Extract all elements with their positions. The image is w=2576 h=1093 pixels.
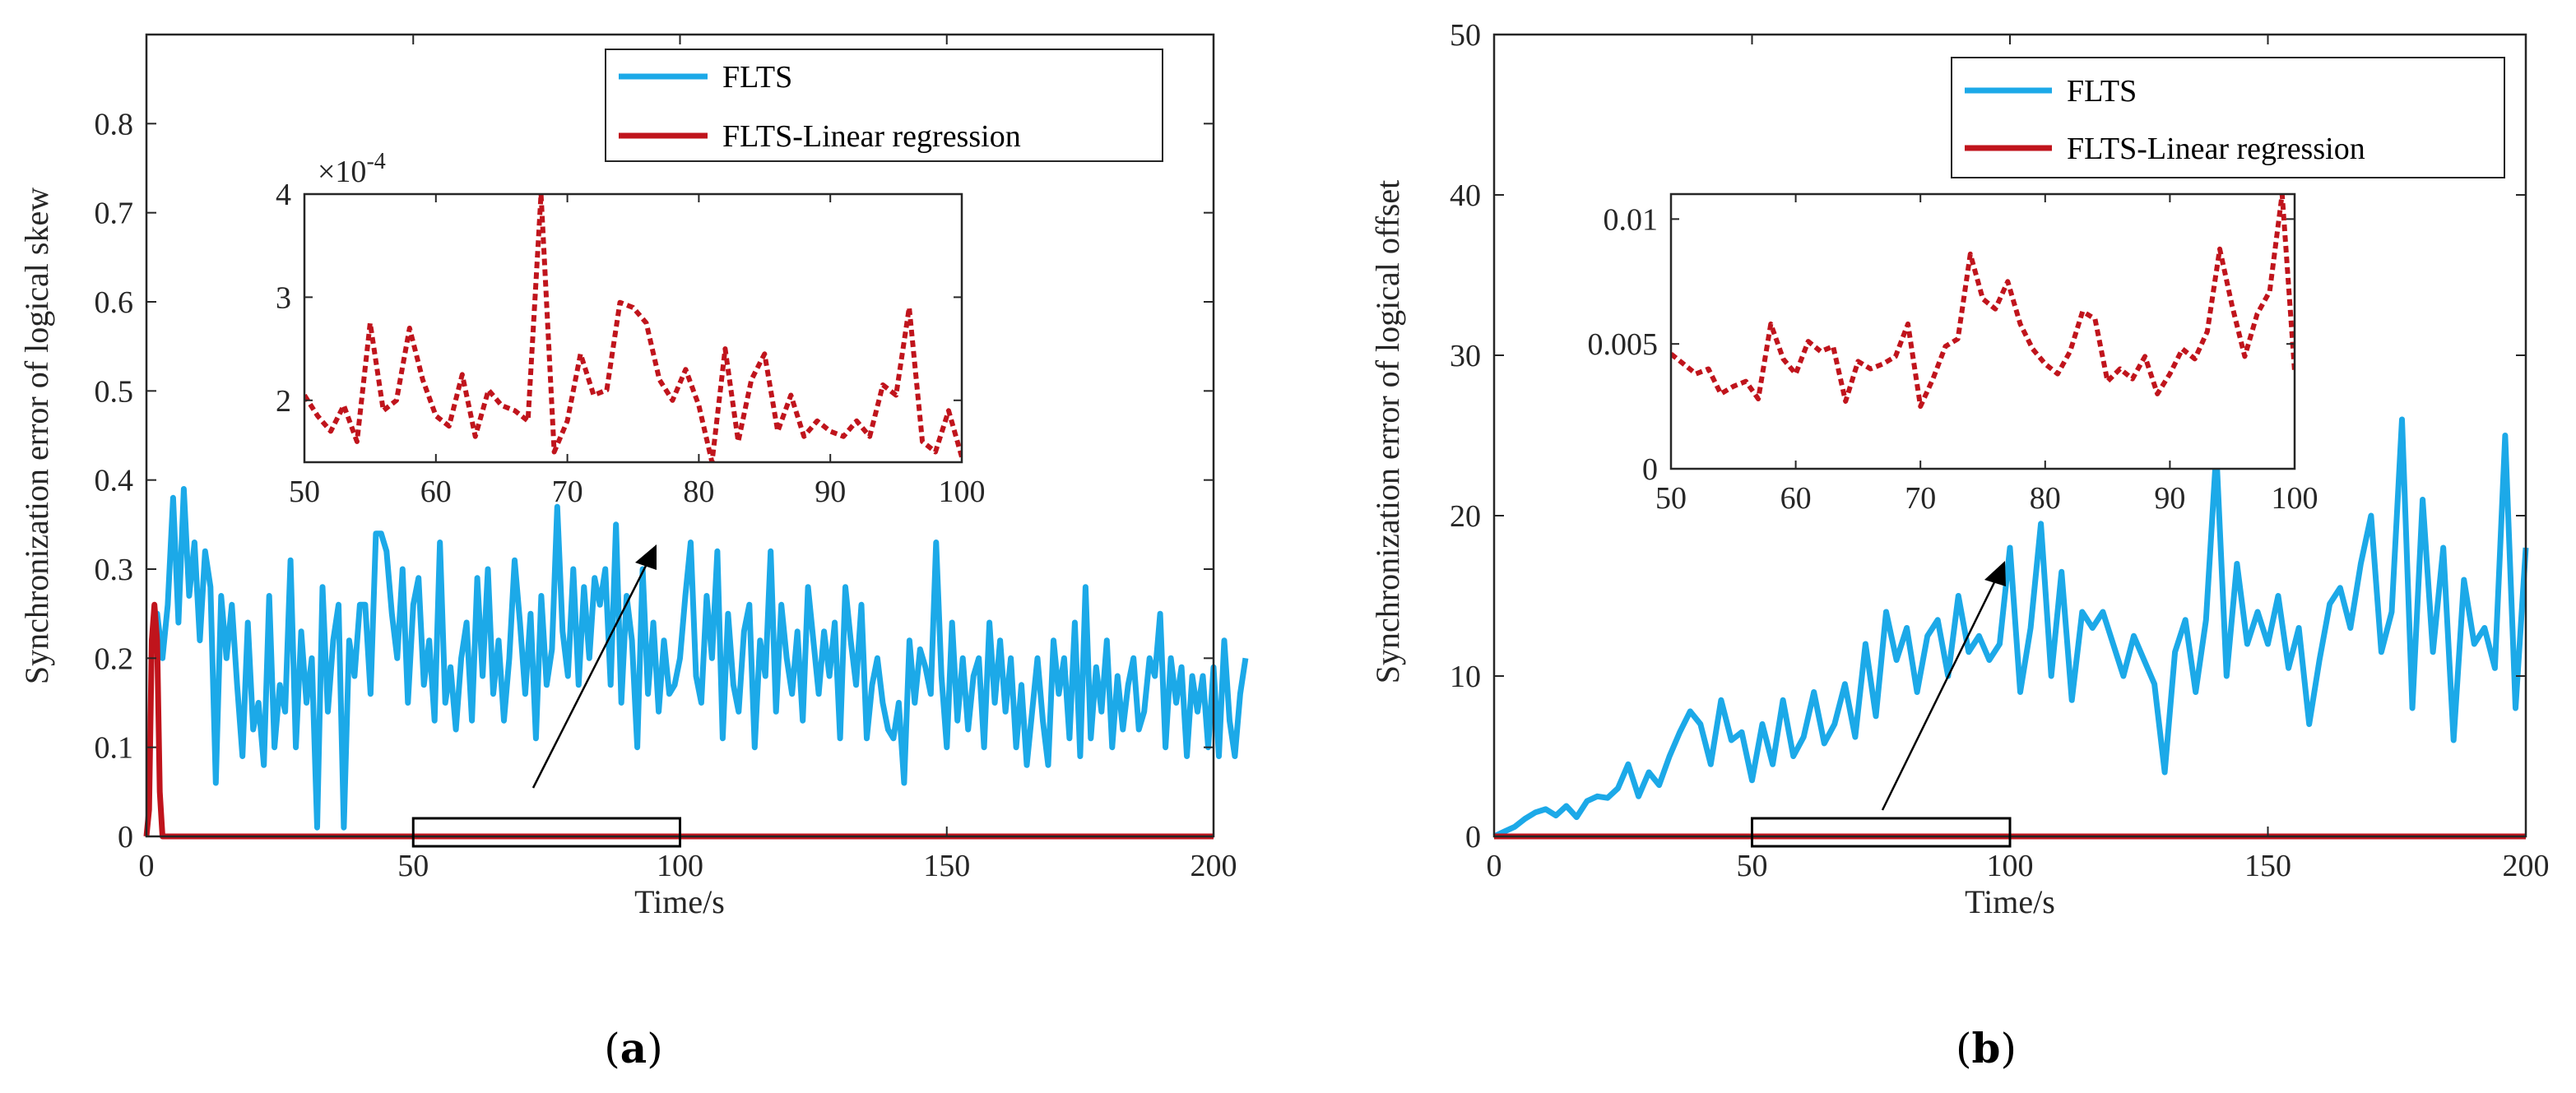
panel-b-caption-letter: b [1972, 1024, 2001, 1072]
panel-a-x-ticks: 0 50 100 150 200 [139, 35, 1237, 883]
panel-a-zoom-arrowhead [635, 544, 657, 570]
panel-b-inset-x-tick-label: 90 [2154, 481, 2185, 516]
panel-a-y-tick-label: 0.1 [95, 731, 134, 766]
panel-b-x-label: Time/s [1965, 883, 2055, 920]
panel-b-inset-y-tick-label: 0 [1642, 452, 1658, 487]
panel-a-inset-x-tick-label: 60 [420, 475, 452, 509]
panel-b-inset-x-tick-label: 100 [2272, 481, 2318, 516]
panel-a-legend-label-flts: FLTS [722, 60, 792, 95]
panel-a-y-tick-label: 0.2 [95, 641, 134, 676]
panel-a-y-tick-label: 0 [118, 820, 133, 854]
panel-b-x-ticks: 0 50 100 150 200 [1487, 35, 2550, 883]
panel-a-inset-x-ticks: 50 60 70 80 90 100 [289, 194, 986, 509]
panel-a-inset-multiplier: ×10-4 [318, 149, 386, 189]
panel-a-inset-frame [303, 192, 963, 464]
panel-b-x-tick-label: 50 [1737, 849, 1768, 883]
panel-a-y-tick-label: 0.8 [95, 107, 134, 141]
panel-a-y-tick-label: 0.5 [95, 374, 134, 409]
panel-a-plot-area [143, 486, 1249, 840]
panel-b-caption: (b) [1956, 1024, 2017, 1072]
panel-a-caption-letter: a [620, 1024, 647, 1072]
panel-a-legend: FLTS FLTS-Linear regression [605, 49, 1163, 162]
panel-b-x-tick-label: 200 [2503, 849, 2550, 883]
panel-a-x-tick-label: 0 [139, 849, 155, 883]
panel-a-inset-y-tick-label: 2 [276, 384, 291, 419]
panel-b-zoom-arrowhead [1984, 561, 2006, 586]
panel-b-inset-frame [1669, 192, 2296, 470]
panel-a-inset-y-tick-label: 4 [276, 178, 291, 212]
panel-a: 0 50 100 150 200 0 0.1 0.2 0.3 0.4 0.5 0.6 0.7 0.8 T… [18, 33, 1249, 1072]
panel-a-inset-y-ticks: 2 3 4 [276, 178, 962, 419]
panel-a-inset: 50 60 70 80 90 100 2 3 4 ×10-4 [276, 149, 986, 509]
panel-a-inset-y-tick-label: 3 [276, 280, 291, 315]
panel-b-inset-x-ticks: 50 60 70 80 90 100 [1655, 194, 2318, 516]
panel-a-y-tick-label: 0.6 [95, 285, 134, 320]
panel-a-y-tick-label: 0.4 [95, 464, 134, 498]
panel-a-y-tick-label: 0.7 [95, 197, 134, 231]
panel-b-legend-label-linreg: FLTS-Linear regression [2067, 132, 2365, 166]
panel-b-inset-background [1671, 194, 2295, 469]
panel-b-inset-y-ticks: 0 0.005 0.01 [1588, 202, 2295, 487]
panel-a-inset-multiplier-exponent: -4 [366, 149, 385, 174]
panel-a-x-tick-label: 150 [923, 849, 970, 883]
panel-a-inset-background [304, 194, 962, 462]
panel-a-inset-x-tick-label: 80 [683, 475, 714, 509]
panel-a-y-label: Synchronization error of logical skew [18, 188, 55, 684]
panel-b-y-tick-label: 40 [1450, 178, 1481, 213]
panel-a-y-tick-label: 0.3 [95, 553, 134, 587]
panel-b-zoom-box [1751, 817, 2012, 848]
panel-b-y-tick-label: 30 [1450, 339, 1481, 373]
panel-b-inset-x-tick-label: 70 [1905, 481, 1936, 516]
panel-b-inset-x-tick-label: 50 [1655, 481, 1687, 516]
panel-b-x-tick-label: 0 [1487, 849, 1502, 883]
panel-b-legend-label-flts: FLTS [2067, 74, 2137, 109]
panel-a-zoom-arrow [531, 560, 650, 789]
panel-a-y-ticks: 0 0.1 0.2 0.3 0.4 0.5 0.6 0.7 0.8 [95, 107, 1214, 854]
panel-b-y-tick-label: 0 [1465, 820, 1481, 854]
panel-b-inset: 50 60 70 80 90 100 0 0.005 0.01 [1588, 192, 2318, 516]
panel-b-legend-box [1951, 57, 2505, 178]
panel-a-x-tick-label: 50 [397, 849, 429, 883]
panel-b-zoom-arrow [1881, 577, 1998, 811]
panel-a-inset-x-tick-label: 70 [552, 475, 583, 509]
panel-a-legend-label-linreg: FLTS-Linear regression [722, 119, 1021, 154]
panel-b-inset-x-tick-label: 60 [1780, 481, 1812, 516]
panel-b-y-ticks: 0 10 20 30 40 50 [1450, 18, 2526, 854]
panel-b-x-tick-label: 150 [2244, 849, 2291, 883]
panel-b-y-tick-label: 20 [1450, 499, 1481, 534]
panel-b-y-tick-label: 50 [1450, 18, 1481, 53]
panel-a-x-tick-label: 100 [657, 849, 703, 883]
panel-b-inset-y-tick-label: 0.01 [1604, 202, 1659, 237]
panel-a-x-tick-label: 200 [1191, 849, 1237, 883]
panel-a-series-flts [149, 486, 1249, 831]
panel-b-series-flts [1492, 416, 2529, 840]
panel-b-inset-x-tick-label: 80 [2030, 481, 2061, 516]
panel-a-inset-x-tick-label: 100 [939, 475, 986, 509]
panel-a-zoom-box [411, 817, 681, 848]
panel-b-legend: FLTS FLTS-Linear regression [1951, 57, 2505, 178]
panel-b-x-tick-label: 100 [1987, 849, 2034, 883]
panel-b-inset-y-tick-label: 0.005 [1588, 327, 1659, 362]
panel-a-inset-x-tick-label: 50 [289, 475, 320, 509]
panel-a-caption: (a) [604, 1024, 662, 1072]
panel-a-inset-series-linreg [304, 194, 962, 462]
panel-b-y-tick-label: 10 [1450, 660, 1481, 694]
panel-a-x-label: Time/s [634, 883, 725, 920]
panel-b-y-label: Synchronization error of logical offset [1369, 180, 1406, 683]
panel-a-inset-x-tick-label: 90 [815, 475, 846, 509]
panel-a-legend-box [605, 49, 1163, 162]
panel-a-inset-multiplier-base: ×10 [318, 155, 366, 189]
panel-a-inset-plot-area [304, 194, 962, 462]
